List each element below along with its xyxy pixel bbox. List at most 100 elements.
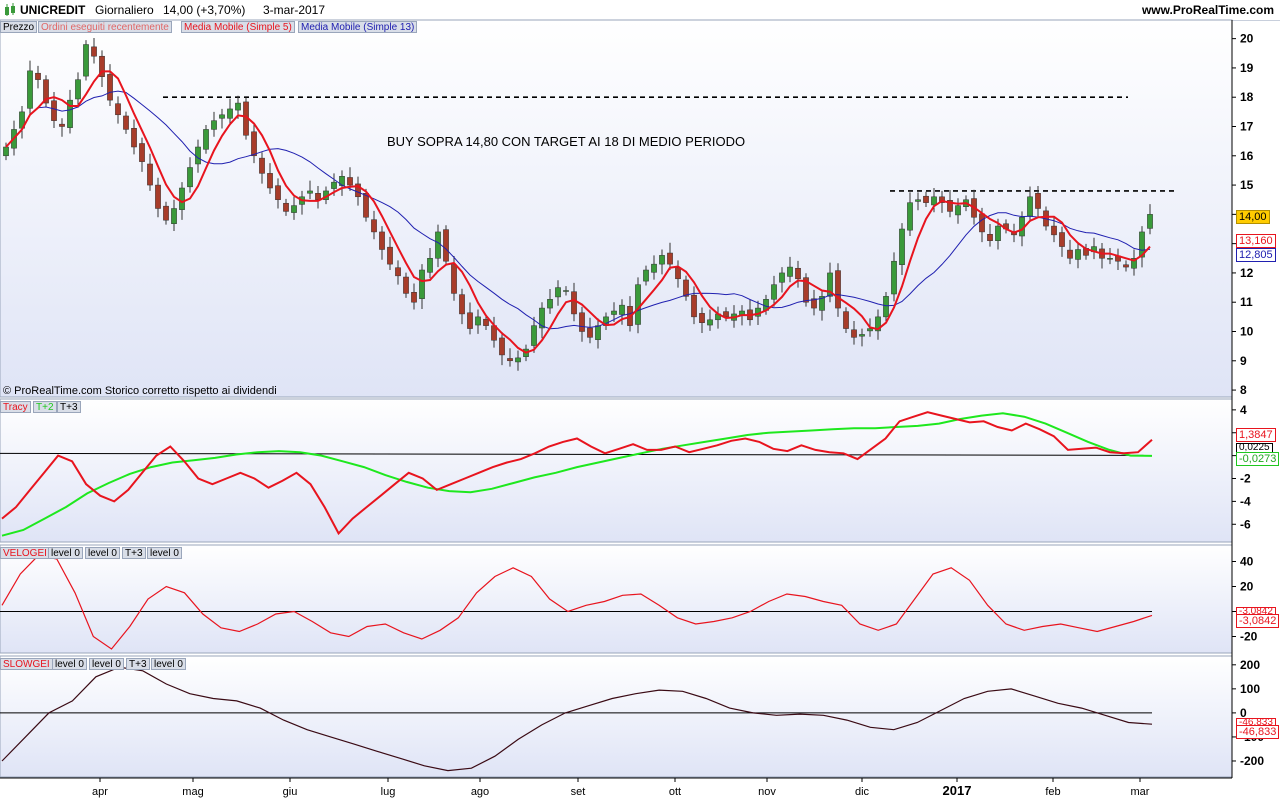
candle-body	[507, 358, 513, 362]
legend-t2[interactable]: T+2	[33, 401, 57, 413]
candle-body	[227, 108, 233, 119]
candle-body	[555, 287, 561, 298]
x-tick-label: mag	[182, 786, 203, 798]
candle-body	[203, 129, 209, 150]
candle-body	[1027, 196, 1033, 217]
candle-body	[419, 269, 425, 299]
candle-body	[459, 294, 465, 315]
site-link[interactable]: www.ProRealTime.com	[1141, 3, 1274, 17]
slowgei-tick-label: 200	[1240, 658, 1260, 672]
legend-orders[interactable]: Ordini eseguiti recentemente	[38, 21, 172, 33]
ma13-value-label: 12,805	[1236, 248, 1276, 262]
candle-body	[155, 184, 161, 209]
trade-annotation: BUY SOPRA 14,80 CON TARGET AI 18 DI MEDI…	[387, 134, 746, 149]
candle-body	[75, 79, 81, 100]
price-tick-label: 10	[1240, 325, 1254, 339]
candle-body	[723, 311, 729, 318]
candle-body	[1035, 193, 1041, 209]
candle-body	[147, 163, 153, 186]
candle-body	[427, 258, 433, 273]
candle-body	[475, 316, 481, 326]
price-tick-label: 16	[1240, 149, 1254, 163]
candle-body	[411, 292, 417, 303]
candle-body	[1139, 231, 1145, 258]
legend-slowgei[interactable]: SLOWGEI	[0, 658, 53, 670]
candle-body	[467, 312, 473, 329]
candle-body	[699, 313, 705, 323]
legend-tracy[interactable]: Tracy	[0, 401, 31, 413]
x-tick-label: giu	[283, 786, 298, 798]
candle-body	[691, 294, 697, 318]
candle-body	[1131, 258, 1137, 269]
candle-body	[267, 173, 273, 189]
candle-body	[355, 183, 361, 198]
candle-up-icon	[5, 3, 15, 16]
candle-body	[515, 357, 521, 363]
legend-ma5[interactable]: Media Mobile (Simple 5)	[181, 21, 295, 33]
legend-slowgei-level0-c[interactable]: level 0	[151, 658, 186, 670]
candle-body	[283, 202, 289, 212]
x-tick-label: set	[571, 786, 586, 798]
candle-body	[139, 143, 145, 162]
tracy-zero-line	[0, 452, 1153, 456]
ma13-line	[5, 90, 1151, 330]
candle-body	[99, 55, 105, 77]
x-tick-label: 2017	[943, 783, 972, 798]
candle-body	[3, 146, 9, 157]
slowgei-line	[1, 666, 1153, 772]
candle-body	[771, 284, 777, 300]
candle-body	[867, 328, 873, 332]
legend-ma13[interactable]: Media Mobile (Simple 13)	[298, 21, 418, 33]
candle-body	[611, 310, 617, 315]
candle-body	[395, 267, 401, 277]
candle-body	[835, 270, 841, 309]
candle-body	[27, 70, 33, 109]
tracy-tick-label: -2	[1240, 472, 1251, 486]
candle-body	[107, 74, 113, 101]
legend-slowgei-t3[interactable]: T+3	[126, 658, 150, 670]
tracy-tick-label: -6	[1240, 517, 1251, 531]
legend-velogei-level0-c[interactable]: level 0	[147, 547, 182, 559]
x-tick-label: mar	[1131, 786, 1150, 798]
candle-body	[859, 334, 865, 337]
legend-t3[interactable]: T+3	[57, 401, 81, 413]
x-tick-label: ott	[669, 786, 681, 798]
velogei-line	[1, 554, 1153, 650]
legend-velogei[interactable]: VELOGEI	[0, 547, 50, 559]
last-price-label: 14,00	[1236, 210, 1270, 224]
candle-body	[635, 284, 641, 325]
price-tick-label: 19	[1240, 61, 1254, 75]
candle-body	[579, 312, 585, 332]
legend-slowgei-level0-a[interactable]: level 0	[52, 658, 87, 670]
legend-price[interactable]: Prezzo	[0, 21, 38, 33]
legend-velogei-level0-b[interactable]: level 0	[85, 547, 120, 559]
slowgei-tick-label: -200	[1240, 754, 1264, 768]
date-label: 3-mar-2017	[263, 3, 326, 17]
candle-body	[987, 234, 993, 241]
candle-body	[451, 264, 457, 294]
candle-body	[547, 299, 553, 309]
legend-velogei-level0-a[interactable]: level 0	[48, 547, 83, 559]
x-tick-label: lug	[381, 786, 396, 798]
candle-body	[435, 231, 441, 259]
price-tick-label: 11	[1240, 295, 1253, 309]
period-label: Giornaliero	[95, 3, 154, 17]
price-change: 14,00 (+3,70%)	[163, 3, 246, 17]
panel-velo	[0, 544, 1233, 654]
price-tick-label: 12	[1240, 266, 1254, 280]
legend-velogei-t3[interactable]: T+3	[122, 547, 146, 559]
candle-body	[91, 46, 97, 57]
t2-value-label: -0,0273	[1236, 452, 1280, 466]
candle-body	[787, 266, 793, 277]
candle-body	[1075, 249, 1081, 260]
tracy-line	[1, 411, 1153, 536]
legend-slowgei-level0-b[interactable]: level 0	[89, 658, 124, 670]
price-tick-label: 20	[1240, 32, 1254, 46]
candle-body	[795, 267, 801, 280]
candle-body	[843, 311, 849, 329]
candle-body	[651, 263, 657, 273]
candle-body	[123, 115, 129, 130]
candle-body	[115, 103, 121, 116]
